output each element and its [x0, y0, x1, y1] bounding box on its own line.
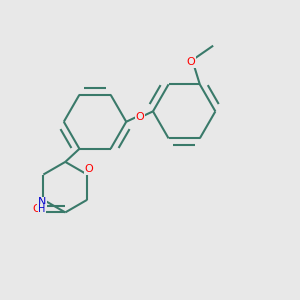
Text: O: O — [135, 112, 144, 122]
Text: H: H — [38, 204, 46, 214]
Text: O: O — [84, 164, 93, 174]
Text: O: O — [187, 57, 195, 67]
Text: O: O — [32, 204, 41, 214]
Text: N: N — [38, 197, 46, 207]
